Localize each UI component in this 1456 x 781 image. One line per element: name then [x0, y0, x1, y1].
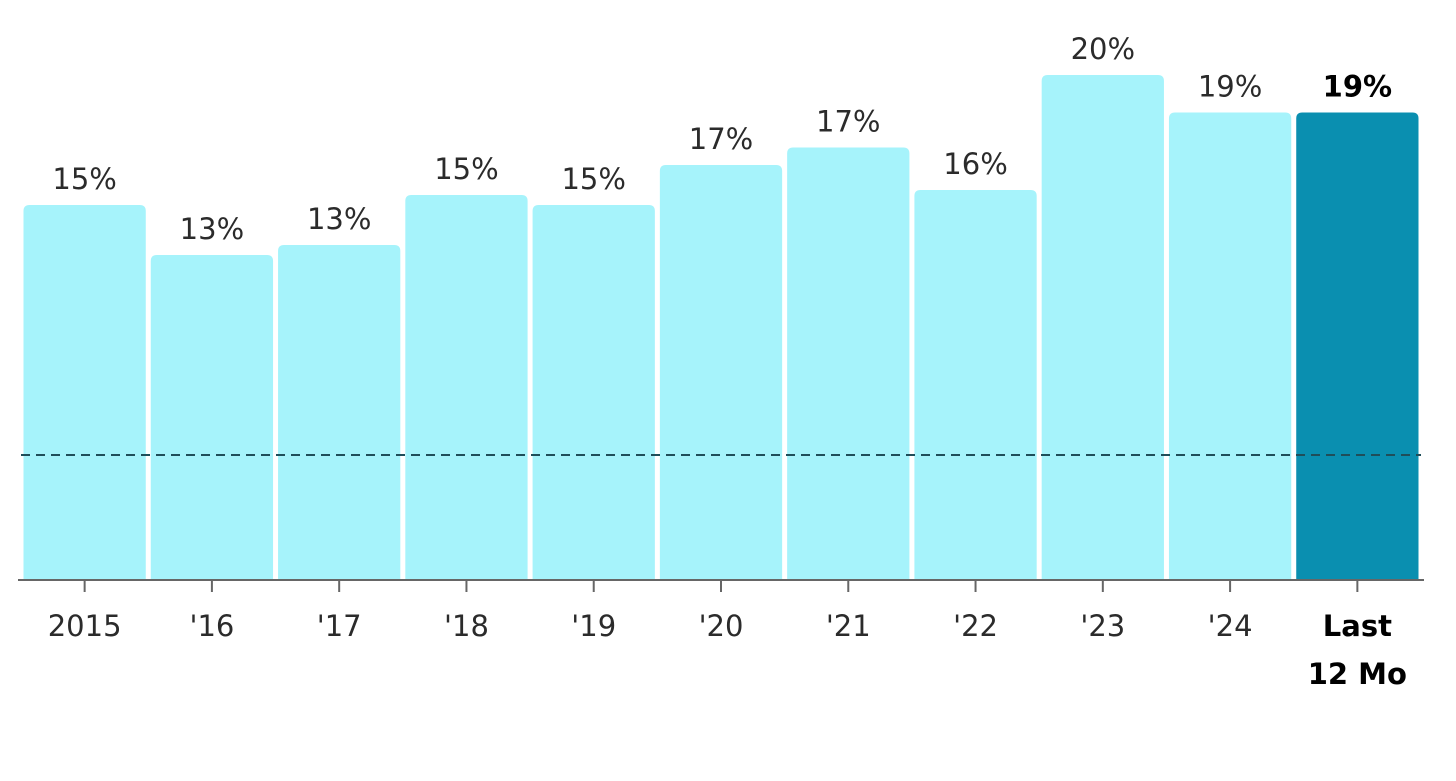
- bar: [787, 147, 910, 580]
- x-tick-label: '22: [953, 609, 998, 643]
- x-tick-label: '17: [316, 609, 362, 643]
- x-tick-label: '24: [1207, 609, 1253, 643]
- bar: [914, 190, 1037, 580]
- value-label: 15%: [434, 152, 498, 186]
- x-tick-label: '18: [444, 609, 489, 643]
- value-label: 15%: [52, 162, 116, 196]
- x-tick-label: 2015: [47, 609, 122, 643]
- value-label: 15%: [561, 162, 625, 196]
- bar: [1041, 75, 1164, 580]
- value-label: 16%: [943, 147, 1007, 181]
- bar: [23, 205, 146, 580]
- x-tick-label: '19: [571, 609, 617, 643]
- x-tick-label: '20: [698, 609, 744, 643]
- bar: [278, 245, 401, 580]
- value-label: 20%: [1071, 32, 1135, 66]
- bar: [1168, 112, 1292, 580]
- bar: [532, 205, 655, 580]
- x-tick-label: '21: [825, 609, 871, 643]
- x-tick-label: Last 12 Mo: [1307, 609, 1407, 691]
- bar: [659, 165, 783, 580]
- value-label: 17%: [816, 105, 880, 139]
- value-label: 19%: [1198, 70, 1262, 104]
- value-label: 13%: [307, 202, 371, 236]
- value-label: 13%: [180, 212, 244, 246]
- bar: [1296, 112, 1419, 580]
- value-label: 17%: [689, 122, 753, 156]
- bar: [405, 195, 528, 580]
- x-tick-label: '23: [1080, 609, 1126, 643]
- value-label: 19%: [1323, 70, 1392, 104]
- bar: [150, 255, 274, 580]
- x-tick-label: '16: [189, 609, 235, 643]
